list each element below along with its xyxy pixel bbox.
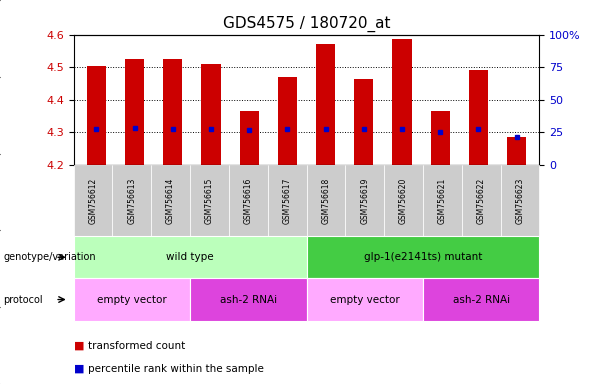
Text: empty vector: empty vector (330, 295, 400, 305)
Text: transformed count: transformed count (88, 341, 185, 351)
Text: ash-2 RNAi: ash-2 RNAi (219, 295, 277, 305)
Text: percentile rank within the sample: percentile rank within the sample (88, 364, 264, 374)
Text: wild type: wild type (166, 252, 214, 262)
Text: GSM756618: GSM756618 (321, 177, 330, 224)
Bar (469, 70, 488, 165)
Bar (240, 111, 259, 165)
Bar (125, 59, 144, 165)
Text: GSM756612: GSM756612 (88, 177, 97, 224)
Bar (507, 137, 526, 165)
Bar (202, 64, 221, 165)
Bar (163, 59, 183, 165)
Text: GSM756621: GSM756621 (438, 177, 447, 224)
Text: GSM756620: GSM756620 (399, 177, 408, 224)
Text: GSM756623: GSM756623 (516, 177, 525, 224)
Bar (392, 40, 411, 165)
Text: ■: ■ (74, 341, 84, 351)
Text: GSM756622: GSM756622 (477, 177, 485, 224)
Bar (430, 111, 450, 165)
Text: glp-1(e2141ts) mutant: glp-1(e2141ts) mutant (364, 252, 482, 262)
Text: GSM756616: GSM756616 (244, 177, 253, 224)
Text: GSM756619: GSM756619 (360, 177, 369, 224)
Bar (87, 66, 106, 165)
Text: GSM756615: GSM756615 (205, 177, 214, 224)
Text: ■: ■ (74, 364, 84, 374)
Text: GSM756617: GSM756617 (283, 177, 292, 224)
Text: GDS4575 / 180720_at: GDS4575 / 180720_at (223, 15, 390, 31)
Bar (316, 44, 335, 165)
Text: GSM756613: GSM756613 (128, 177, 136, 224)
Text: GSM756614: GSM756614 (166, 177, 175, 224)
Text: ash-2 RNAi: ash-2 RNAi (452, 295, 510, 305)
Text: protocol: protocol (3, 295, 43, 305)
Bar (278, 77, 297, 165)
Bar (354, 79, 373, 165)
Text: genotype/variation: genotype/variation (3, 252, 96, 262)
Text: empty vector: empty vector (97, 295, 167, 305)
